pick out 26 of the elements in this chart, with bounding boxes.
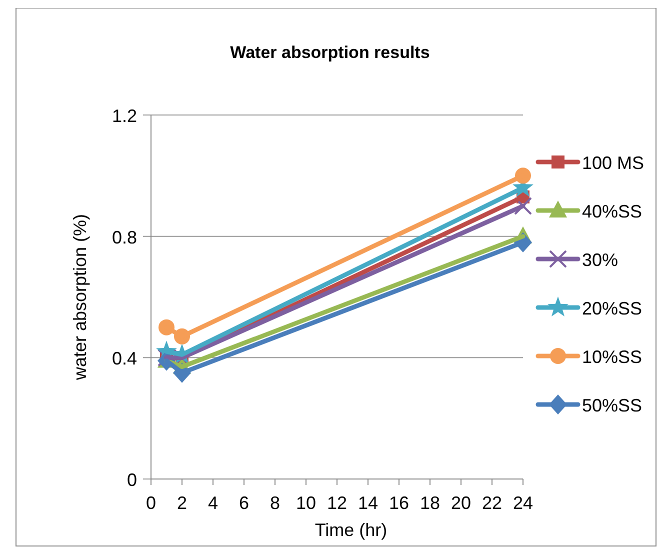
x-tick-label: 16 [388,493,410,513]
x-axis-title: Time (hr) [314,520,388,540]
chart-title: Water absorption results [230,43,430,62]
x-tick-label: 12 [326,493,348,513]
y-tick-label: 0.8 [112,227,137,248]
x-tick-label: 2 [176,493,188,513]
x-tick-label: 4 [208,493,218,513]
x-tick-label: 10 [296,493,316,513]
legend-label: 40%SS [582,202,642,222]
y-axis-title: water absorption (%) [70,214,90,382]
legend-label: 50%SS [582,396,642,416]
legend-label: 20%SS [582,298,642,318]
x-tick-label: 14 [358,493,378,513]
y-tick-label: 0.4 [112,348,137,369]
y-tick-label: 0 [126,470,137,490]
x-tick-label: 8 [270,493,280,513]
legend-label: 10%SS [582,347,642,367]
y-tick-label: 1.2 [112,106,137,126]
legend-label: 30% [582,250,618,270]
x-tick-label: 20 [450,493,472,513]
x-tick-label: 6 [238,493,250,513]
x-tick-label: 0 [146,493,156,513]
x-tick-label: 24 [512,493,534,513]
x-tick-label: 18 [420,493,440,513]
x-tick-label: 22 [482,493,502,513]
legend-label: 100 MS [582,153,644,173]
